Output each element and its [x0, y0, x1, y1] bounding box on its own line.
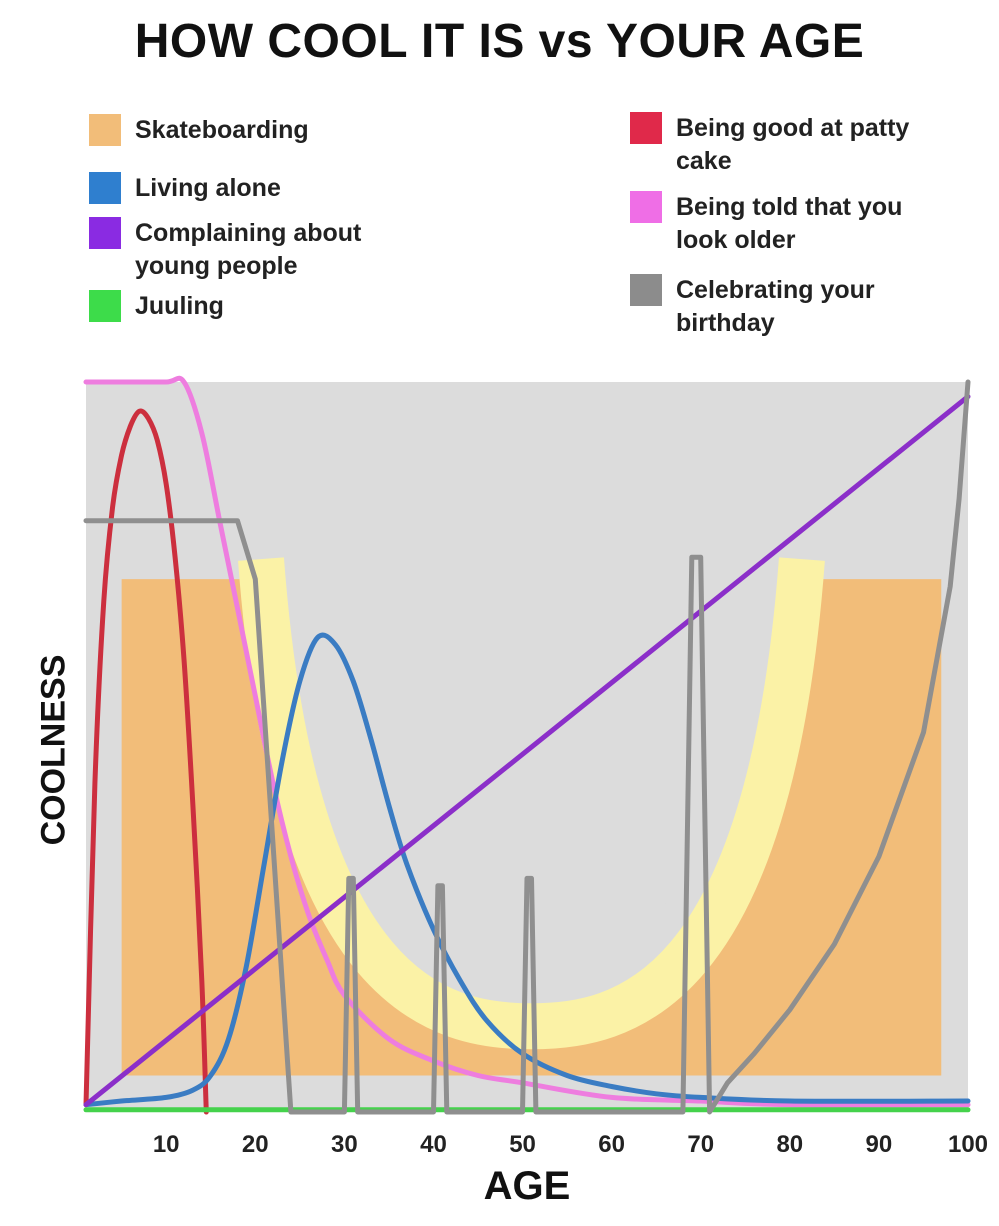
legend-label: Being told that you look older: [676, 193, 903, 254]
legend-label: Being good at patty cake: [676, 114, 910, 175]
legend-item: Juuling: [89, 290, 395, 323]
x-tick-label: 100: [948, 1131, 988, 1158]
legend-item: Living alone: [89, 172, 395, 205]
x-tick-label: 10: [153, 1131, 180, 1158]
series-line-complaining-about-young-people: [83, 394, 971, 1108]
legend-item: Complaining about young people: [89, 217, 395, 283]
legend-label: Juuling: [135, 292, 224, 320]
legend-label: Complaining about young people: [135, 219, 362, 280]
chart-title: HOW COOL IT IS vs YOUR AGE: [134, 15, 865, 68]
x-tick-label: 60: [598, 1131, 625, 1158]
skateboarding-bowl: [288, 382, 774, 947]
x-tick-label: 20: [242, 1131, 269, 1158]
legend-label: Celebrating your birthday: [676, 276, 875, 337]
legend-swatch: [89, 217, 121, 249]
legend-swatch: [630, 274, 662, 306]
legend-swatch: [630, 112, 662, 144]
series-line-living-alone: [83, 632, 971, 1108]
x-axis-label: AGE: [483, 1164, 571, 1208]
legend-item: Being told that you look older: [630, 191, 911, 257]
legend-label: Living alone: [135, 174, 281, 202]
series-line-being-told-that-you-look-older: [83, 375, 971, 1108]
legend-swatch: [89, 172, 121, 204]
legend-swatch: [630, 191, 662, 223]
series-line-celebrating-your-birthday: [83, 379, 971, 1115]
x-tick-label: 80: [776, 1131, 803, 1158]
legend-item: Celebrating your birthday: [630, 274, 911, 340]
x-tick-label: 50: [509, 1131, 536, 1158]
legend-swatch: [89, 114, 121, 146]
legend-swatch: [89, 290, 121, 322]
x-tick-label: 90: [866, 1131, 893, 1158]
series-line-being-good-at-patty-cake: [83, 408, 209, 1115]
legend-item: Being good at patty cake: [630, 112, 911, 178]
x-tick-label: 40: [420, 1131, 447, 1158]
x-tick-label: 70: [687, 1131, 714, 1158]
skateboarding-highlight: [238, 557, 825, 1050]
x-tick-label: 30: [331, 1131, 358, 1158]
legend-label: Skateboarding: [135, 116, 309, 144]
skateboarding-band: [121, 579, 942, 1076]
legend-item: Skateboarding: [89, 114, 395, 147]
